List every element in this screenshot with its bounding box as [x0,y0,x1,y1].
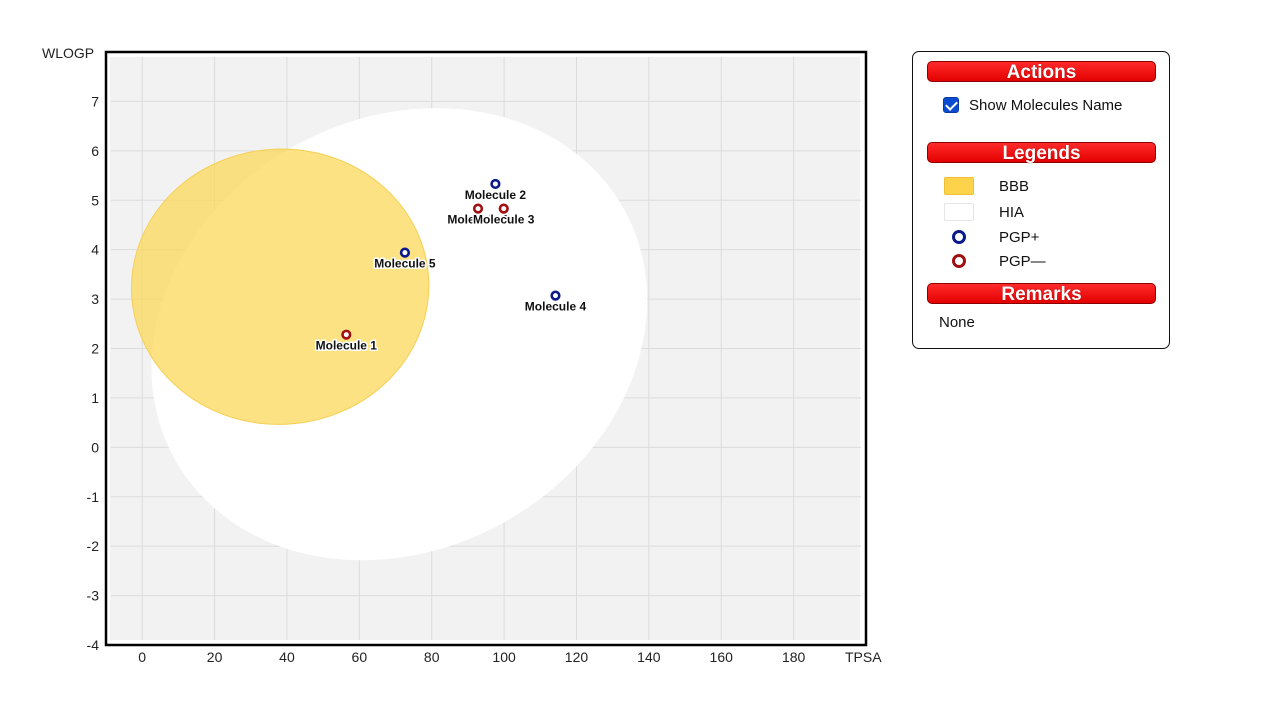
hia-swatch-icon [944,203,974,221]
pgp-minus-ring-icon [952,254,966,268]
y-tick-label: -2 [87,538,100,554]
molecule-points: Molecule 2 Molecule 5 Molecule 4 Molecule 6… [314,178,588,354]
side-panel: Actions Show Molecules Name Legends BBB … [912,51,1170,349]
remarks-text: None [939,314,975,331]
legend-item-hia: HIA [943,202,1024,222]
legend-label-hia: HIA [999,203,1025,221]
remarks-header: Remarks [927,283,1156,305]
legend-item-pgp-minus: PGP— [943,251,1046,271]
y-tick-label: 5 [91,192,99,208]
x-tick-label: 180 [782,649,806,665]
y-tick-label: 1 [91,390,99,406]
x-tick-label: 40 [279,649,295,665]
x-tick-label: 100 [492,649,516,665]
x-tick-label: 120 [565,649,589,665]
molecule-label: Molecule 6 [447,213,509,227]
molecule-point[interactable] [550,290,561,301]
plot-frame [104,50,868,647]
x-axis-title: TPSA [845,649,882,665]
legend-item-pgp-plus: PGP+ [943,227,1039,247]
axis-ticks: 0 20 40 60 80 100 120 140 160 180 -4 -3 -2 -1 0 1 2 3 4 5 6 7 [87,93,806,665]
x-tick-label: 80 [424,649,440,665]
molecule-point[interactable] [399,247,411,258]
x-tick-label: 20 [207,649,223,665]
y-tick-label: 4 [91,242,99,258]
y-tick-label: -4 [87,637,100,653]
molecule-label: Molecule 5 [374,257,436,271]
legend-label-pgp-minus: PGP— [999,252,1046,270]
y-tick-label: -3 [87,588,100,604]
molecule-point[interactable] [498,203,509,214]
x-tick-label: 160 [710,649,734,665]
y-tick-label: 3 [91,291,99,307]
region-bbb [130,148,430,425]
molecule-point[interactable] [472,203,484,214]
x-tick-label: 0 [138,649,146,665]
x-tick-label: 140 [637,649,661,665]
y-tick-label: 6 [91,143,99,159]
show-names-toggle[interactable]: Show Molecules Name [943,95,1122,115]
y-tick-label: -1 [87,489,100,505]
pgp-plus-ring-icon [952,230,966,244]
molecule-point[interactable] [341,329,352,340]
y-tick-label: 2 [91,341,99,357]
regions [130,108,648,561]
legend-label-bbb: BBB [999,177,1030,195]
molecule-label: Molecule 1 [316,339,378,353]
show-names-label: Show Molecules Name [969,96,1123,114]
y-tick-label: 7 [91,93,99,109]
molecule-label: Molecule 2 [465,188,527,202]
molecule-point[interactable] [490,178,501,190]
molecule-label: Molecule 3 [473,213,535,227]
actions-header: Actions [927,61,1156,83]
bbb-swatch-icon [944,177,974,195]
legends-header: Legends [927,142,1156,164]
y-tick-label: 0 [91,439,99,455]
molecule-label: Molecule 4 [525,300,587,314]
x-tick-label: 60 [352,649,368,665]
y-axis-title: WLOGP [42,45,94,61]
show-names-checkbox[interactable] [943,97,959,113]
legend-item-bbb: BBB [943,176,1029,196]
legend-label-pgp-plus: PGP+ [999,228,1040,246]
